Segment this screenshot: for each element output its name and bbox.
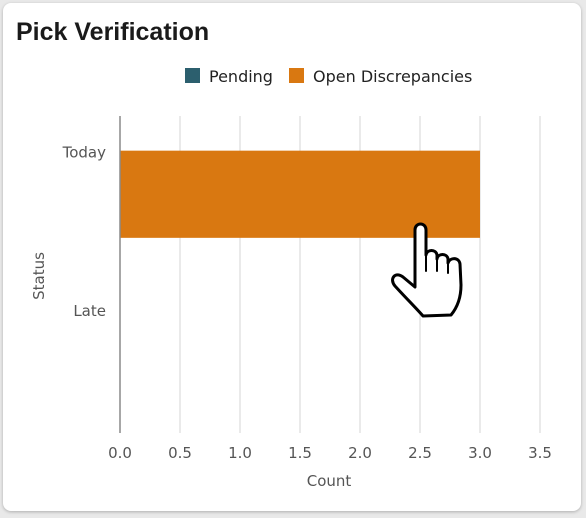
x-tick-1-5: 1.5 bbox=[288, 444, 312, 462]
y-axis-label: Status bbox=[30, 252, 48, 300]
legend-item-open-discrepancies[interactable]: Open Discrepancies bbox=[289, 67, 472, 86]
pick-verification-card: Pick Verification Pending Open Discrepan… bbox=[3, 3, 581, 511]
legend-label-pending: Pending bbox=[209, 67, 273, 86]
card-title: Pick Verification bbox=[16, 18, 210, 46]
x-tick-2-0: 2.0 bbox=[348, 444, 372, 462]
x-tick-labels: 0.0 0.5 1.0 1.5 2.0 2.5 3.0 3.5 bbox=[108, 444, 552, 462]
bars bbox=[120, 150, 480, 238]
legend-swatch-open-discrepancies bbox=[289, 68, 304, 83]
legend-swatch-pending bbox=[185, 68, 200, 83]
legend-item-pending[interactable]: Pending bbox=[185, 67, 273, 86]
x-tick-2-5: 2.5 bbox=[408, 444, 432, 462]
x-axis-label: Count bbox=[307, 472, 352, 490]
x-tick-1-0: 1.0 bbox=[228, 444, 252, 462]
category-labels: Today Late bbox=[62, 144, 107, 321]
hand-pointer-icon bbox=[391, 222, 463, 318]
bar-today-open-discrepancies[interactable] bbox=[120, 150, 480, 238]
x-tick-0-0: 0.0 bbox=[108, 444, 132, 462]
legend-label-open-discrepancies: Open Discrepancies bbox=[313, 67, 472, 86]
x-tick-3-0: 3.0 bbox=[468, 444, 492, 462]
legend: Pending Open Discrepancies bbox=[185, 67, 472, 86]
x-tick-3-5: 3.5 bbox=[528, 444, 552, 462]
y-category-today: Today bbox=[62, 144, 107, 162]
x-tick-0-5: 0.5 bbox=[168, 444, 192, 462]
y-category-late: Late bbox=[73, 302, 106, 320]
bar-chart: Pending Open Discrepancies Today Late 0.0… bbox=[30, 67, 552, 490]
